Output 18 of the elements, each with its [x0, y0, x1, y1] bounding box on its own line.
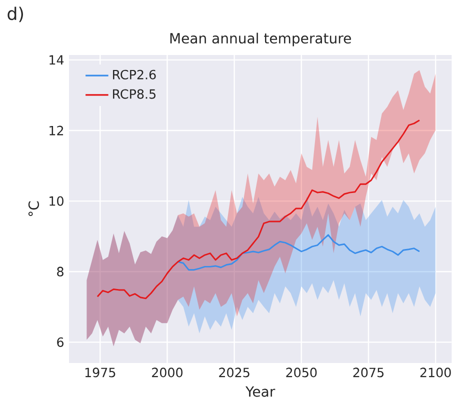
- y-tick-label: 6: [57, 337, 64, 347]
- legend-label: RCP8.5: [113, 89, 156, 99]
- x-tick-label: 2100: [420, 368, 451, 378]
- x-tick-label: 1975: [85, 368, 116, 378]
- y-tick-label: 8: [57, 266, 64, 276]
- y-tick-label: 14: [50, 55, 64, 65]
- chart-title: Mean annual temperature: [170, 32, 351, 46]
- y-tick-label: 10: [50, 196, 64, 206]
- y-axis-title: °C: [28, 201, 40, 216]
- legend-label: RCP2.6: [113, 70, 156, 80]
- x-tick-label: 2025: [219, 368, 250, 378]
- line-series: [177, 234, 420, 271]
- x-tick-label: 2000: [152, 368, 182, 378]
- y-tick-label: 12: [50, 126, 64, 136]
- x-tick-label: 2050: [286, 368, 317, 378]
- x-axis-title: Year: [245, 386, 276, 397]
- x-tick-label: 2075: [353, 368, 384, 378]
- text: d): [8, 6, 23, 22]
